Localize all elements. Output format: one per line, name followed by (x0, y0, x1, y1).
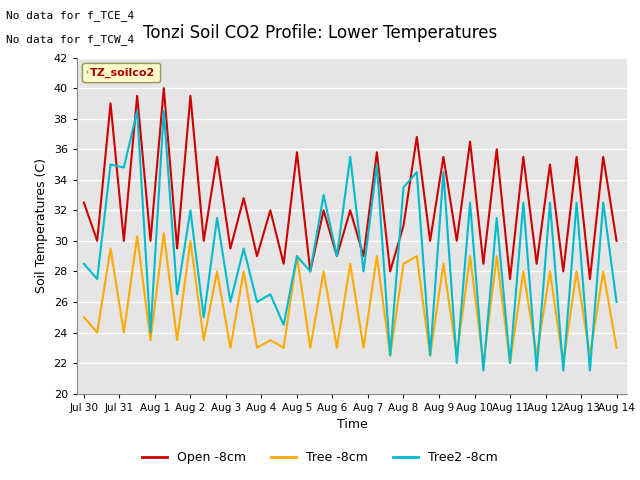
Legend: TZ_soilco2: TZ_soilco2 (83, 63, 160, 82)
Legend: Open -8cm, Tree -8cm, Tree2 -8cm: Open -8cm, Tree -8cm, Tree2 -8cm (137, 446, 503, 469)
Text: No data for f_TCW_4: No data for f_TCW_4 (6, 34, 134, 45)
X-axis label: Time: Time (337, 418, 367, 431)
Text: No data for f_TCE_4: No data for f_TCE_4 (6, 10, 134, 21)
Text: Tonzi Soil CO2 Profile: Lower Temperatures: Tonzi Soil CO2 Profile: Lower Temperatur… (143, 24, 497, 42)
Y-axis label: Soil Temperatures (C): Soil Temperatures (C) (35, 158, 48, 293)
